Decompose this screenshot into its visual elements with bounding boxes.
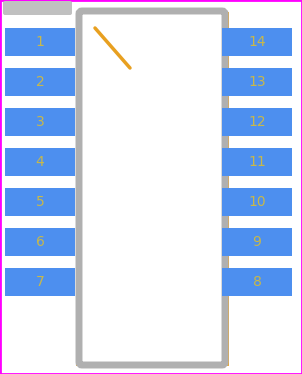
Bar (78, 14, 226, 363)
Bar (222, 28, 292, 56)
Bar (222, 268, 292, 296)
Text: 12: 12 (248, 115, 266, 129)
Text: 10: 10 (248, 195, 266, 209)
Text: 5: 5 (36, 195, 44, 209)
Text: 8: 8 (252, 275, 262, 289)
Bar (222, 188, 292, 216)
Bar (5, 268, 75, 296)
Text: 6: 6 (36, 235, 44, 249)
Text: 3: 3 (36, 115, 44, 129)
Bar (5, 28, 75, 56)
FancyBboxPatch shape (3, 1, 72, 15)
Bar (222, 68, 292, 96)
Bar (5, 228, 75, 256)
Bar (5, 188, 75, 216)
Bar (222, 148, 292, 176)
Text: 1: 1 (36, 35, 44, 49)
Bar (5, 108, 75, 136)
Text: 13: 13 (248, 75, 266, 89)
Text: 9: 9 (252, 235, 262, 249)
Bar (222, 108, 292, 136)
Text: 2: 2 (36, 75, 44, 89)
FancyBboxPatch shape (79, 11, 225, 365)
Text: 4: 4 (36, 155, 44, 169)
Bar (5, 148, 75, 176)
Bar (222, 228, 292, 256)
Bar (5, 68, 75, 96)
Text: 7: 7 (36, 275, 44, 289)
Text: 14: 14 (248, 35, 266, 49)
Text: 11: 11 (248, 155, 266, 169)
